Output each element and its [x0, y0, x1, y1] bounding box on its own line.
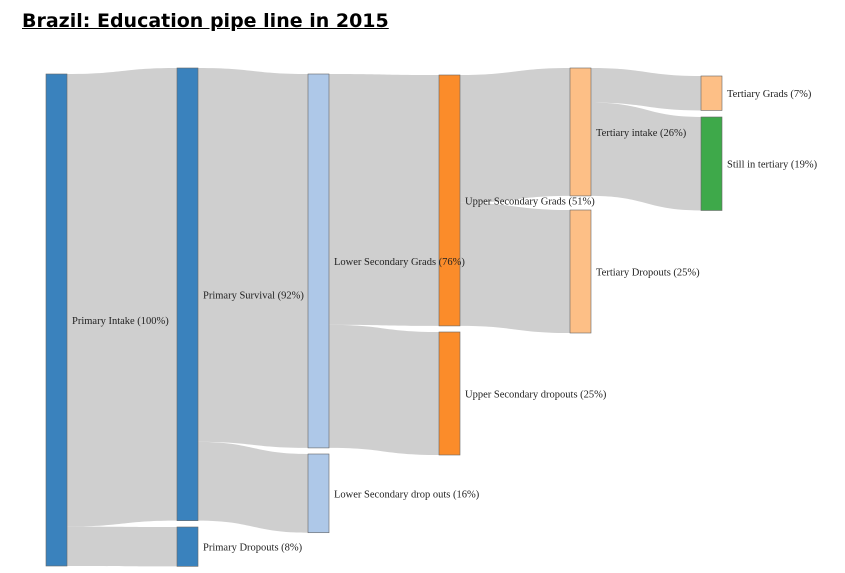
- label-still-in-tertiary: Still in tertiary (19%): [727, 160, 818, 171]
- label-primary-dropouts: Primary Dropouts (8%): [203, 543, 303, 554]
- label-upper-secondary-grads: Upper Secondary Grads (51%): [465, 196, 595, 207]
- link-upper-secondary-grads-to-tertiary-dropouts: [460, 202, 570, 333]
- node-upper-secondary-dropouts: [438, 331, 461, 456]
- node-primary-intake: [45, 73, 68, 567]
- node-still-in-tertiary: [700, 116, 723, 211]
- link-primary-survival-to-lower-secondary-grads: [198, 68, 308, 448]
- node-lower-secondary-grads: [307, 73, 330, 449]
- label-primary-intake: Primary Intake (100%): [72, 316, 169, 327]
- node-primary-survival: [176, 67, 199, 521]
- link-lower-secondary-grads-to-upper-secondary-grads: [329, 74, 439, 326]
- node-tertiary-dropouts: [569, 209, 592, 334]
- links-layer: [67, 68, 701, 567]
- node-upper-secondary-grads: [438, 74, 461, 327]
- link-upper-secondary-grads-to-tertiary-intake: [460, 68, 570, 203]
- label-lower-secondary-dropouts: Lower Secondary drop outs (16%): [334, 489, 480, 500]
- label-tertiary-grads: Tertiary Grads (7%): [727, 89, 812, 100]
- node-primary-dropouts: [176, 526, 199, 567]
- label-lower-secondary-grads: Lower Secondary Grads (76%): [334, 257, 465, 268]
- diagram-title: Brazil: Education pipe line in 2015: [22, 10, 389, 32]
- label-tertiary-intake: Tertiary intake (26%): [596, 128, 687, 139]
- link-tertiary-intake-to-still-in-tertiary: [591, 102, 701, 211]
- label-primary-survival: Primary Survival (92%): [203, 290, 304, 301]
- labels-layer: Primary Intake (100%) Primary Survival (9…: [72, 89, 818, 553]
- label-tertiary-dropouts: Tertiary Dropouts (25%): [596, 268, 700, 279]
- link-primary-intake-to-primary-survival: [67, 68, 177, 527]
- link-primary-intake-to-primary-dropouts: [67, 526, 177, 567]
- link-primary-survival-to-lower-secondary-dropouts: [198, 441, 308, 533]
- link-tertiary-intake-to-tertiary-grads: [591, 68, 701, 111]
- node-tertiary-intake: [569, 67, 592, 197]
- link-lower-secondary-grads-to-upper-secondary-dropouts: [329, 324, 439, 455]
- node-tertiary-grads: [700, 75, 723, 111]
- label-upper-secondary-dropouts: Upper Secondary dropouts (25%): [465, 390, 607, 401]
- nodes-layer: [45, 67, 723, 567]
- node-lower-secondary-dropouts: [307, 453, 330, 534]
